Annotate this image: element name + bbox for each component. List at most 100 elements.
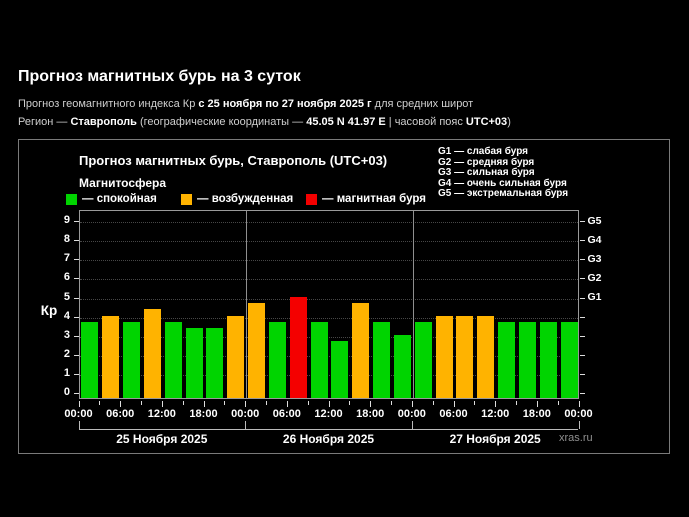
g-scale-legend: G1 — слабая буря G2 — средняя буря G3 — … bbox=[438, 146, 569, 200]
kp-bar bbox=[414, 321, 432, 398]
y-tick-label-0: 0 bbox=[63, 386, 70, 398]
legend-item-storm: — магнитная буря bbox=[306, 193, 426, 205]
kp-bar bbox=[310, 321, 328, 398]
gridline-kp-2 bbox=[79, 355, 578, 357]
day-date-label: 27 Ноября 2025 bbox=[449, 432, 541, 446]
x-tick-major bbox=[328, 401, 330, 407]
day-bracket-start bbox=[245, 421, 247, 429]
x-tick-minor bbox=[516, 401, 517, 405]
y-tick-label-8: 8 bbox=[63, 233, 70, 246]
x-tick-label: 18:00 bbox=[522, 408, 551, 420]
chart-title: Прогноз магнитных бурь, Ставрополь (UTC+… bbox=[79, 153, 388, 168]
x-tick-minor bbox=[182, 401, 184, 405]
x-tick-major bbox=[203, 401, 205, 407]
g-axis-label-g1: G1 bbox=[587, 291, 602, 303]
day-bracket-line bbox=[245, 429, 412, 430]
y-tick-label-9: 9 bbox=[63, 214, 70, 227]
gridline-kp-9 bbox=[79, 222, 578, 224]
watermark: xras.ru bbox=[559, 432, 593, 444]
y-tick-label-2: 2 bbox=[63, 347, 70, 360]
y-tick-label-1: 1 bbox=[63, 366, 70, 379]
y-tick-mark-right bbox=[579, 354, 585, 356]
x-tick-major bbox=[370, 401, 372, 407]
kp-bar bbox=[518, 321, 536, 398]
storm-color-swatch bbox=[306, 193, 317, 205]
magnetosphere-legend-title: Магнитосфера bbox=[79, 176, 167, 190]
x-tick-major bbox=[286, 401, 288, 407]
g5-legend-entry: G5 — экстремальная буря bbox=[438, 188, 569, 200]
kp-bar bbox=[185, 328, 203, 398]
y-tick-mark bbox=[73, 221, 79, 223]
y-tick-mark bbox=[73, 316, 79, 318]
y-tick-mark bbox=[73, 354, 79, 356]
x-tick-label: 18:00 bbox=[189, 408, 218, 420]
x-tick-major bbox=[495, 401, 497, 407]
day-separator bbox=[412, 211, 414, 398]
region-timezone: UTC+03 bbox=[465, 116, 508, 128]
region-line: Регион — Ставрополь (географические коор… bbox=[18, 116, 511, 128]
x-tick-label: 06:00 bbox=[439, 408, 468, 420]
quiet-color-swatch bbox=[66, 193, 77, 205]
gridline-kp-8 bbox=[79, 241, 578, 243]
y-tick-mark bbox=[73, 259, 79, 261]
x-tick-major bbox=[78, 401, 80, 407]
kp-bar bbox=[164, 321, 182, 398]
kp-bar bbox=[352, 302, 370, 398]
legend-label-excited: — возбужденная bbox=[197, 193, 294, 205]
kp-bar bbox=[560, 321, 578, 398]
page-title: Прогноз магнитных бурь на 3 суток bbox=[18, 68, 301, 85]
y-tick-mark bbox=[73, 335, 79, 337]
kp-bar bbox=[81, 321, 99, 398]
x-tick-minor bbox=[557, 401, 559, 405]
y-tick-mark-right bbox=[579, 373, 585, 375]
x-tick-label: 12:00 bbox=[314, 408, 343, 420]
legend-label-quiet: — спокойная bbox=[82, 193, 157, 205]
y-tick-mark-right bbox=[579, 240, 585, 242]
plot-area bbox=[78, 210, 579, 399]
g-axis-label-g4: G4 bbox=[587, 233, 602, 246]
region-prefix: Регион — bbox=[18, 116, 71, 128]
y-tick-label-6: 6 bbox=[63, 271, 70, 284]
g2-legend-entry: G2 — средняя буря bbox=[438, 156, 535, 168]
g-axis-label-g5: G5 bbox=[587, 214, 602, 227]
x-tick-major bbox=[536, 401, 538, 407]
gridline-kp-5 bbox=[79, 298, 578, 300]
y-tick-mark-right bbox=[579, 335, 585, 337]
g1-legend-entry: G1 — слабая буря bbox=[438, 146, 529, 157]
kp-bar bbox=[477, 315, 495, 398]
y-tick-label-7: 7 bbox=[63, 252, 70, 265]
region-separator: | часовой пояс bbox=[385, 116, 466, 128]
day-date-label: 26 Ноября 2025 bbox=[282, 432, 375, 446]
g4-legend-entry: G4 — очень сильная буря bbox=[438, 177, 567, 189]
kp-bar bbox=[289, 296, 307, 398]
region-close: ) bbox=[507, 116, 511, 128]
y-tick-label-4: 4 bbox=[63, 309, 70, 322]
x-tick-label: 00:00 bbox=[564, 408, 593, 420]
subtitle-date-range: с 25 ноября по 27 ноября 2025 г bbox=[198, 98, 372, 110]
kp-bar bbox=[456, 315, 474, 398]
region-mid: (географические координаты — bbox=[136, 116, 307, 128]
kp-bar bbox=[227, 315, 245, 398]
kp-bar bbox=[373, 321, 391, 398]
x-tick-major bbox=[120, 401, 122, 407]
kp-bar bbox=[435, 315, 453, 398]
y-tick-mark bbox=[73, 393, 79, 394]
x-tick-label: 12:00 bbox=[481, 408, 510, 420]
gridline-kp-1 bbox=[79, 374, 578, 376]
x-tick-minor bbox=[141, 401, 142, 405]
kp-bar bbox=[123, 321, 141, 398]
x-tick-minor bbox=[99, 401, 101, 405]
x-tick-label: 00:00 bbox=[231, 408, 260, 420]
legend-label-storm: — магнитная буря bbox=[322, 193, 426, 205]
x-tick-label: 18:00 bbox=[356, 408, 385, 420]
y-tick-mark bbox=[73, 240, 79, 242]
x-tick-minor bbox=[307, 401, 309, 405]
y-tick-mark-right bbox=[579, 259, 585, 261]
x-tick-label: 00:00 bbox=[64, 408, 93, 420]
y-tick-label-5: 5 bbox=[63, 290, 70, 303]
y-tick-mark-right bbox=[579, 221, 585, 223]
kp-bar bbox=[206, 328, 224, 398]
day-date-label: 25 Ноября 2025 bbox=[116, 432, 208, 446]
x-tick-major bbox=[411, 401, 413, 407]
